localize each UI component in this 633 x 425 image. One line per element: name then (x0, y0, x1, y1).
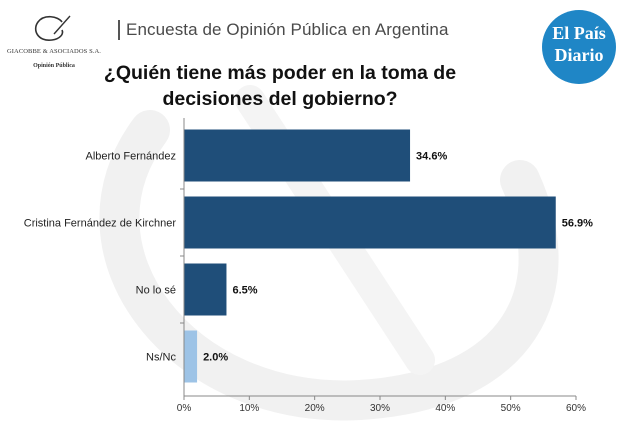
company-logo-name: GIACOBBE & ASOCIADOS S.A. (6, 48, 102, 55)
value-label: 34.6% (416, 151, 447, 163)
company-logo: GIACOBBE & ASOCIADOS S.A. Opinión Públic… (4, 8, 114, 78)
category-label: Ns/Nc (146, 352, 176, 364)
x-tick-label: 60% (566, 403, 586, 414)
bar-ns-nc (184, 330, 198, 383)
chart-title: ¿Quién tiene más poder en la toma de dec… (90, 60, 470, 112)
company-logo-mark (34, 15, 71, 41)
brand-line-1: El País (552, 23, 606, 43)
page-title: Encuesta de Opinión Pública en Argentina (126, 20, 449, 39)
category-label: Alberto Fernández (86, 151, 177, 163)
value-label: 6.5% (232, 285, 257, 297)
bar-alberto-fernandez (184, 129, 411, 182)
value-label: 56.9% (562, 218, 593, 230)
x-tick-label: 20% (305, 403, 325, 414)
chart-title-line-2: decisiones del gobierno? (162, 88, 398, 110)
x-tick-label: 40% (435, 403, 455, 414)
company-logo-subtitle: Opinión Pública (33, 63, 75, 69)
chart-title-line-1: ¿Quién tiene más poder en la toma de (103, 62, 457, 84)
category-label: No lo sé (136, 285, 176, 297)
brand-line-2: Diario (554, 45, 604, 65)
category-label: Cristina Fernández de Kirchner (24, 218, 177, 230)
header-divider (118, 20, 120, 40)
x-tick-label: 10% (239, 403, 259, 414)
x-tick-label: 50% (501, 403, 521, 414)
x-tick-label: 30% (370, 403, 390, 414)
bar-no-lo-se (184, 263, 227, 316)
bar-cristina-fernandez-de-kirchner (184, 196, 556, 249)
x-tick-label: 0% (177, 403, 192, 414)
brand-badge: El País Diario (542, 10, 616, 84)
value-label: 2.0% (203, 352, 228, 364)
